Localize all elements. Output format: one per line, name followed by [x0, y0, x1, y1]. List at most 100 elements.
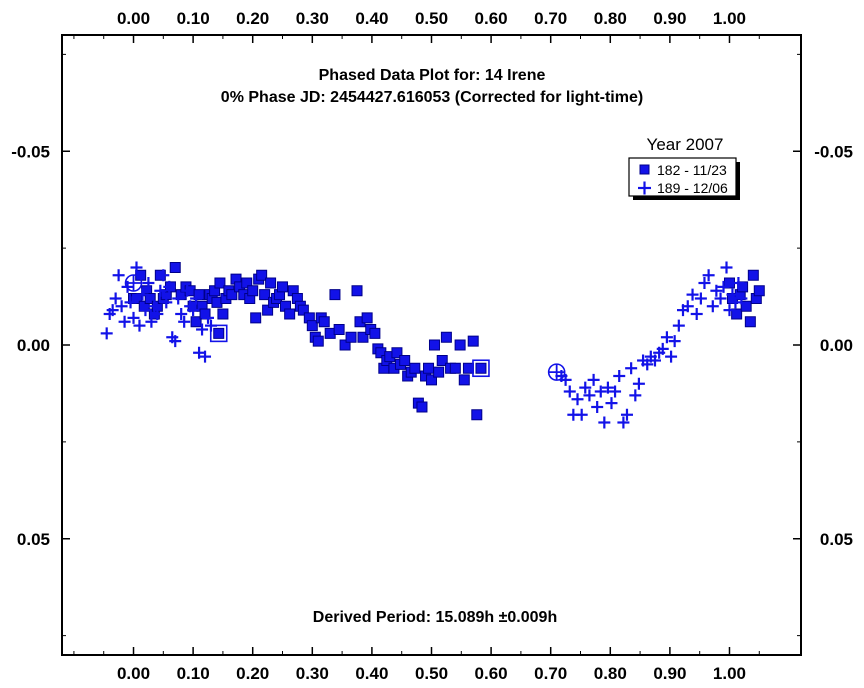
data-point-square	[753, 285, 765, 297]
data-point-plus	[139, 304, 152, 317]
data-point-square	[262, 304, 274, 316]
data-point-plus	[735, 292, 748, 305]
data-point-plus	[641, 358, 654, 371]
data-point-square	[297, 304, 309, 316]
data-point-plus	[154, 284, 167, 297]
data-point-plus	[594, 385, 607, 398]
data-point-square	[454, 339, 466, 351]
data-point-square	[462, 362, 474, 374]
data-point-plus	[617, 416, 630, 429]
data-point-plus	[660, 331, 673, 344]
data-point-plus	[142, 277, 155, 289]
data-point-square	[440, 331, 452, 343]
x-tick-label-bottom: 0.40	[355, 664, 388, 683]
data-point-plus	[157, 269, 170, 282]
x-tick-label-top: 1.00	[713, 9, 746, 28]
legend-entry-2: 189 - 12/06	[657, 180, 728, 196]
highlighted-plus-point	[547, 363, 566, 381]
y-tick-label-right: -0.05	[814, 142, 853, 161]
x-tick-label-top: 0.40	[355, 9, 388, 28]
data-point-plus	[571, 393, 584, 406]
data-point-plus	[620, 408, 633, 421]
data-point-square	[471, 409, 483, 421]
data-point-square	[357, 331, 369, 343]
data-point-square	[449, 362, 461, 374]
derived-period-annotation: Derived Period: 15.089h ±0.009h	[313, 609, 557, 626]
data-point-plus	[732, 277, 745, 289]
data-point-plus	[178, 315, 191, 328]
data-point-square	[361, 312, 373, 324]
x-tick-label-top: 0.10	[177, 9, 210, 28]
data-point-plus	[127, 311, 140, 324]
legend-plus-marker	[638, 181, 651, 195]
data-point-square	[351, 285, 363, 297]
x-tick-label-bottom: 0.10	[177, 664, 210, 683]
x-tick-label-bottom: 0.80	[594, 664, 627, 683]
x-tick-label-top: 0.30	[296, 9, 329, 28]
data-point-square	[744, 316, 756, 328]
data-point-plus	[601, 381, 614, 394]
data-point-plus	[115, 300, 128, 313]
x-tick-label-top: 0.70	[534, 9, 567, 28]
data-point-plus	[202, 311, 215, 324]
data-point-plus	[583, 389, 596, 402]
data-point-plus	[112, 269, 125, 282]
data-point-square	[306, 320, 318, 332]
legend: Year 2007 182 - 11/23 189 - 12/06	[628, 135, 740, 200]
data-point-square	[250, 312, 262, 324]
chart-title: Phased Data Plot for: 14 Irene	[319, 67, 546, 84]
x-tick-label-bottom: 0.20	[236, 664, 269, 683]
highlighted-plus-point	[124, 274, 143, 292]
x-tick-label-top: 0.80	[594, 9, 627, 28]
y-tick-label-left: 0.00	[17, 336, 50, 355]
x-tick-label-top: 0.00	[117, 9, 150, 28]
x-tick-label-bottom: 1.00	[713, 664, 746, 683]
data-point-square	[169, 262, 181, 273]
data-point-square	[144, 293, 156, 304]
data-point-square	[284, 308, 296, 320]
data-point-plus	[151, 308, 164, 320]
data-point-plus	[109, 292, 122, 305]
data-point-plus	[665, 350, 678, 363]
data-point-square	[247, 285, 259, 297]
data-point-plus	[575, 408, 588, 421]
legend-entry-1: 182 - 11/23	[657, 162, 727, 178]
data-point-square	[339, 339, 351, 351]
data-point-plus	[130, 261, 143, 274]
data-point-plus	[163, 280, 176, 293]
data-point-plus	[199, 350, 212, 363]
y-tick-label-left: 0.05	[17, 530, 50, 549]
data-point-plus	[187, 304, 200, 317]
data-point-plus	[690, 308, 703, 320]
data-point-plus	[598, 416, 611, 429]
data-point-plus	[136, 288, 149, 301]
data-point-plus	[148, 300, 161, 313]
data-point-plus	[106, 304, 119, 317]
data-point-square	[458, 374, 470, 386]
y-tick-label-right: 0.05	[820, 530, 853, 549]
data-point-plus	[172, 292, 185, 305]
data-point-plus	[702, 269, 715, 282]
data-point-plus	[694, 292, 707, 305]
data-point-square	[369, 327, 381, 339]
data-point-square	[190, 316, 202, 328]
data-point-square	[409, 362, 421, 374]
data-point-plus	[133, 319, 146, 332]
x-tick-label-bottom: 0.30	[296, 664, 329, 683]
x-tick-label-bottom: 0.70	[534, 664, 567, 683]
data-point-plus	[717, 280, 730, 293]
data-point-plus	[579, 381, 592, 394]
data-point-plus	[118, 315, 131, 328]
data-point-plus	[723, 304, 736, 317]
data-point-plus	[196, 323, 209, 336]
data-point-plus	[100, 327, 113, 340]
legend-square-marker	[639, 164, 650, 175]
data-point-square	[256, 269, 268, 281]
data-point-square	[312, 335, 324, 347]
x-tick-label-bottom: 0.00	[117, 664, 150, 683]
axis-ticks	[62, 35, 801, 655]
x-tick-label-bottom: 0.90	[653, 664, 686, 683]
data-point-square	[199, 308, 211, 320]
data-point-plus	[591, 401, 604, 413]
